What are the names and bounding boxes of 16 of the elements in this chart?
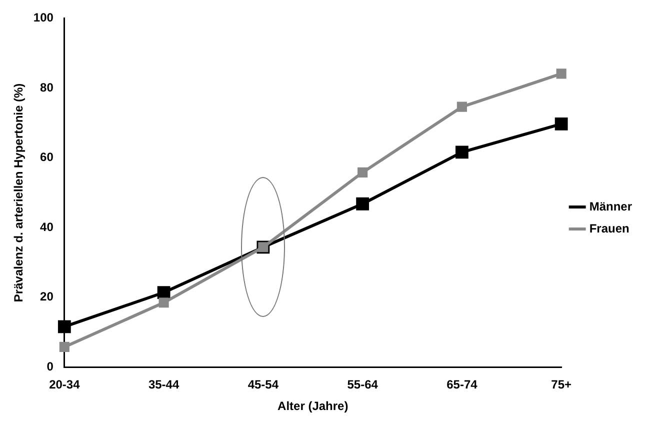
x-tick-label: 75+ [551, 378, 572, 392]
y-tick-label: 100 [33, 10, 54, 25]
x-tick-label: 55-64 [347, 378, 378, 392]
y-tick-label: 60 [40, 150, 54, 164]
x-tick-label: 35-44 [148, 378, 180, 392]
y-tick-label: 40 [40, 220, 54, 234]
legend-label: Männer [589, 199, 632, 214]
y-tick-label: 0 [46, 360, 54, 374]
y-tick-label: 20 [40, 290, 54, 304]
x-tick-label: 20-34 [49, 378, 80, 392]
x-tick-label: 45-54 [248, 378, 279, 392]
y-axis-title: Prävalenz d. arteriellen Hypertonie (%) [12, 83, 26, 302]
legend-label: Frauen [589, 221, 630, 236]
y-tick-label: 80 [40, 80, 54, 94]
x-tick-label: 65-74 [446, 378, 478, 392]
x-axis-title: Alter (Jahre) [278, 399, 348, 414]
